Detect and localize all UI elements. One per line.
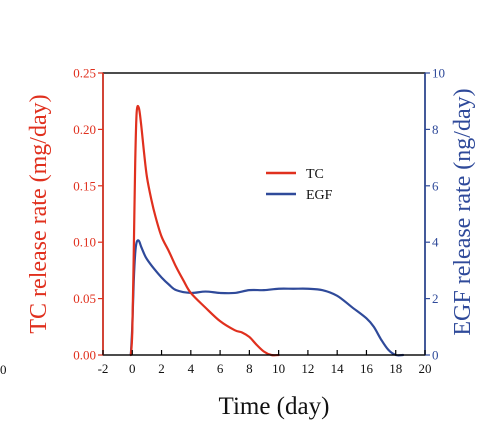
legend: TC EGF xyxy=(266,167,333,203)
left-tick-label: 0.20 xyxy=(73,122,96,137)
legend-label-tc: TC xyxy=(306,167,324,182)
left-tick-label: 0.15 xyxy=(73,178,96,193)
left-y-axis-label: TC release rate (mg/day) xyxy=(26,94,52,333)
x-tick-label: -2 xyxy=(98,361,109,376)
left-tick-label: 0.25 xyxy=(73,66,96,81)
left-tick-label: 0.10 xyxy=(73,235,96,250)
legend-label-egf: EGF xyxy=(306,188,333,203)
x-tick-label: 12 xyxy=(301,361,314,376)
x-tick-label: 4 xyxy=(188,361,195,376)
series-line-egf xyxy=(129,239,405,357)
right-tick-label: 2 xyxy=(432,291,439,306)
x-tick-label: 8 xyxy=(246,361,253,376)
x-tick-label: 6 xyxy=(217,361,224,376)
x-tick-label: 14 xyxy=(331,361,345,376)
right-tick-label: 0 xyxy=(432,348,439,363)
plot-area-frame xyxy=(102,72,426,356)
left-tick-label: 0.05 xyxy=(73,291,96,306)
stray-tick-label: 0 xyxy=(0,362,7,377)
x-tick-label: 16 xyxy=(360,361,374,376)
x-axis-label: Time (day) xyxy=(219,393,330,420)
right-tick-label: 8 xyxy=(432,122,439,137)
x-tick-label: 10 xyxy=(272,361,285,376)
x-tick-label: 0 xyxy=(129,361,136,376)
right-tick-label: 6 xyxy=(432,178,439,193)
left-tick-label: 0.00 xyxy=(73,348,96,363)
x-tick-label: 2 xyxy=(158,361,165,376)
right-tick-label: 4 xyxy=(432,235,439,250)
x-tick-label: 18 xyxy=(389,361,402,376)
right-tick-label: 10 xyxy=(432,66,445,81)
x-tick-label: 20 xyxy=(419,361,432,376)
series-line-tc xyxy=(129,104,280,357)
right-y-axis-label: EGF release rate (ng/day) xyxy=(450,88,476,335)
